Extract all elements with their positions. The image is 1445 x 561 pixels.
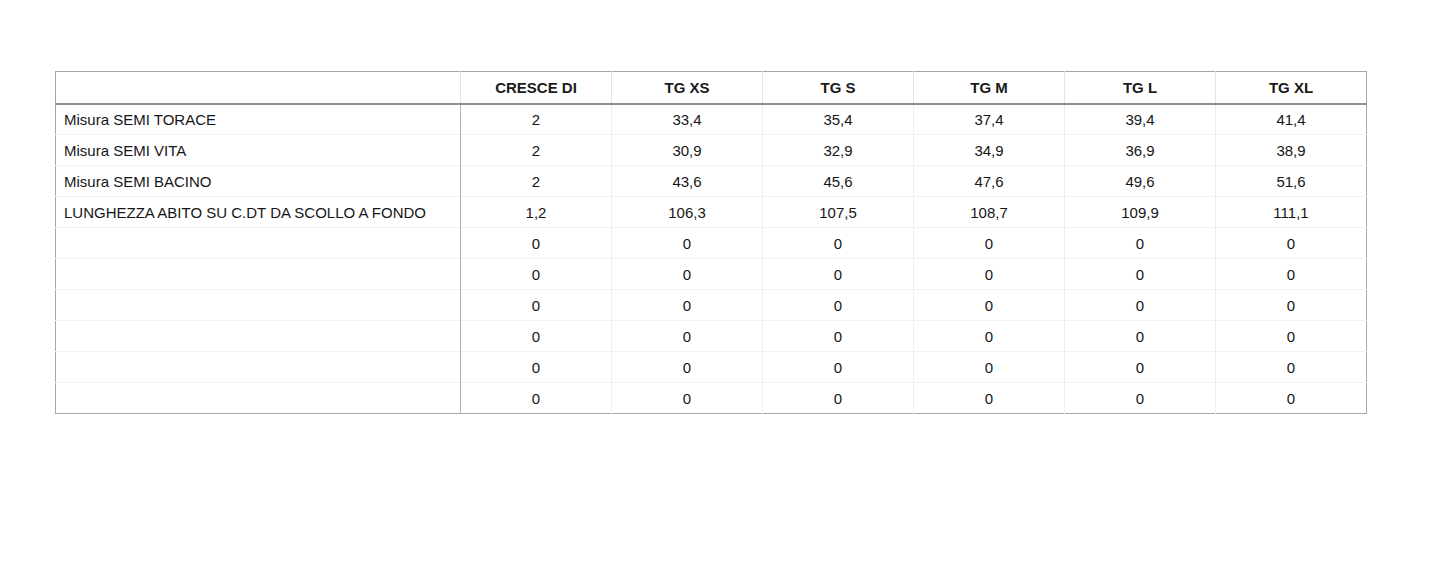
value-cell: 35,4 [763, 104, 914, 135]
value-cell: 0 [1065, 321, 1216, 352]
value-cell: 0 [1065, 352, 1216, 383]
size-table-container: CRESCE DITG XSTG STG MTG LTG XL Misura S… [55, 71, 1367, 414]
value-cell: 0 [763, 321, 914, 352]
row-label-cell [56, 352, 461, 383]
header-row: CRESCE DITG XSTG STG MTG LTG XL [56, 72, 1367, 104]
table-row: Misura SEMI TORACE233,435,437,439,441,4 [56, 104, 1367, 135]
value-cell: 108,7 [914, 197, 1065, 228]
size-table-body: Misura SEMI TORACE233,435,437,439,441,4M… [56, 104, 1367, 414]
row-label-cell: Misura SEMI BACINO [56, 166, 461, 197]
value-cell: 37,4 [914, 104, 1065, 135]
value-cell: 41,4 [1216, 104, 1367, 135]
column-header: TG S [763, 72, 914, 104]
table-row: Misura SEMI BACINO243,645,647,649,651,6 [56, 166, 1367, 197]
corner-header-cell [56, 72, 461, 104]
value-cell: 0 [461, 321, 612, 352]
value-cell: 2 [461, 135, 612, 166]
value-cell: 0 [1065, 228, 1216, 259]
row-label-cell [56, 228, 461, 259]
column-header: CRESCE DI [461, 72, 612, 104]
row-label-cell [56, 290, 461, 321]
value-cell: 106,3 [612, 197, 763, 228]
value-cell: 0 [914, 228, 1065, 259]
value-cell: 109,9 [1065, 197, 1216, 228]
value-cell: 0 [914, 321, 1065, 352]
value-cell: 45,6 [763, 166, 914, 197]
value-cell: 32,9 [763, 135, 914, 166]
table-row: 000000 [56, 352, 1367, 383]
value-cell: 0 [1216, 259, 1367, 290]
value-cell: 38,9 [1216, 135, 1367, 166]
row-label-cell: LUNGHEZZA ABITO SU C.DT DA SCOLLO A FOND… [56, 197, 461, 228]
row-label-cell [56, 321, 461, 352]
value-cell: 0 [914, 259, 1065, 290]
value-cell: 0 [763, 290, 914, 321]
value-cell: 0 [1065, 259, 1216, 290]
column-header: TG XL [1216, 72, 1367, 104]
table-row: 000000 [56, 259, 1367, 290]
table-row: Misura SEMI VITA230,932,934,936,938,9 [56, 135, 1367, 166]
value-cell: 0 [1065, 383, 1216, 414]
row-label-cell: Misura SEMI VITA [56, 135, 461, 166]
value-cell: 0 [612, 228, 763, 259]
column-header: TG M [914, 72, 1065, 104]
table-row: 000000 [56, 228, 1367, 259]
row-label-cell [56, 259, 461, 290]
value-cell: 0 [612, 352, 763, 383]
value-cell: 47,6 [914, 166, 1065, 197]
value-cell: 0 [612, 383, 763, 414]
value-cell: 0 [461, 228, 612, 259]
value-cell: 0 [1065, 290, 1216, 321]
table-row: 000000 [56, 290, 1367, 321]
value-cell: 0 [612, 259, 763, 290]
value-cell: 0 [461, 290, 612, 321]
value-cell: 0 [914, 352, 1065, 383]
row-label-cell: Misura SEMI TORACE [56, 104, 461, 135]
value-cell: 2 [461, 166, 612, 197]
value-cell: 0 [763, 228, 914, 259]
value-cell: 107,5 [763, 197, 914, 228]
value-cell: 0 [914, 290, 1065, 321]
value-cell: 0 [763, 383, 914, 414]
value-cell: 0 [1216, 383, 1367, 414]
table-row: 000000 [56, 383, 1367, 414]
table-row: 000000 [56, 321, 1367, 352]
value-cell: 0 [461, 352, 612, 383]
column-header: TG XS [612, 72, 763, 104]
value-cell: 0 [461, 383, 612, 414]
value-cell: 34,9 [914, 135, 1065, 166]
value-cell: 0 [1216, 228, 1367, 259]
size-table: CRESCE DITG XSTG STG MTG LTG XL Misura S… [55, 71, 1367, 414]
page-background: CRESCE DITG XSTG STG MTG LTG XL Misura S… [0, 0, 1445, 561]
value-cell: 0 [461, 259, 612, 290]
column-header: TG L [1065, 72, 1216, 104]
value-cell: 0 [612, 290, 763, 321]
value-cell: 0 [612, 321, 763, 352]
value-cell: 1,2 [461, 197, 612, 228]
value-cell: 0 [1216, 321, 1367, 352]
value-cell: 0 [914, 383, 1065, 414]
row-label-cell [56, 383, 461, 414]
size-table-header: CRESCE DITG XSTG STG MTG LTG XL [56, 72, 1367, 104]
value-cell: 39,4 [1065, 104, 1216, 135]
value-cell: 0 [1216, 352, 1367, 383]
value-cell: 36,9 [1065, 135, 1216, 166]
value-cell: 33,4 [612, 104, 763, 135]
value-cell: 51,6 [1216, 166, 1367, 197]
value-cell: 0 [763, 259, 914, 290]
value-cell: 30,9 [612, 135, 763, 166]
value-cell: 43,6 [612, 166, 763, 197]
value-cell: 49,6 [1065, 166, 1216, 197]
table-row: LUNGHEZZA ABITO SU C.DT DA SCOLLO A FOND… [56, 197, 1367, 228]
value-cell: 0 [1216, 290, 1367, 321]
value-cell: 0 [763, 352, 914, 383]
value-cell: 111,1 [1216, 197, 1367, 228]
value-cell: 2 [461, 104, 612, 135]
